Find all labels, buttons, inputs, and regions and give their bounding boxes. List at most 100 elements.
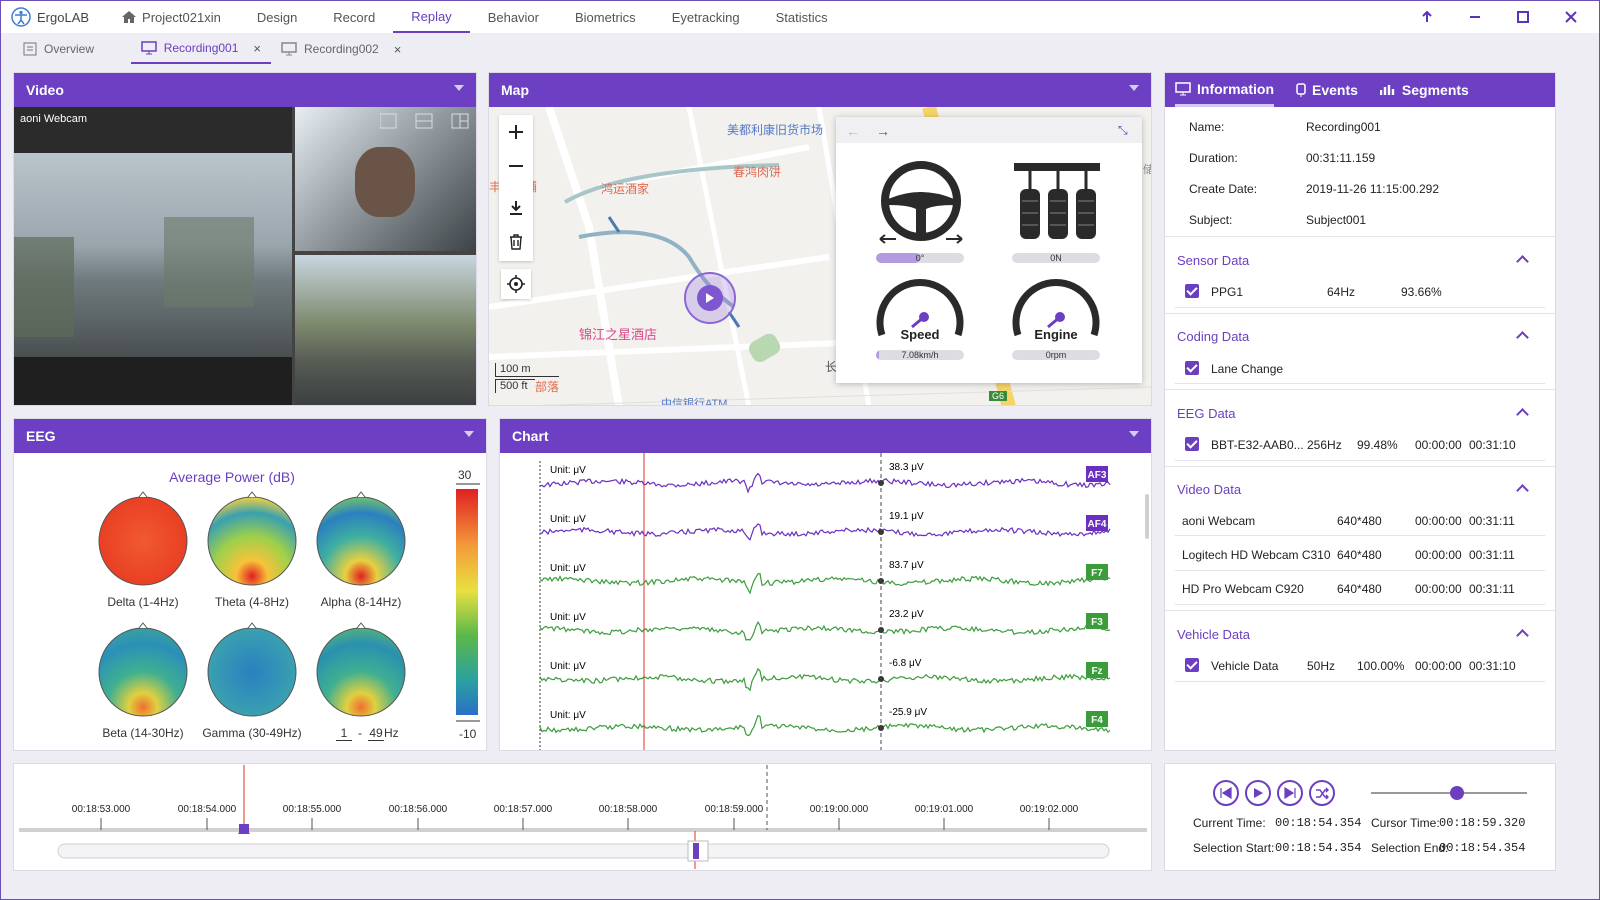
coding-name: Lane Change (1211, 362, 1284, 376)
collapse-icon[interactable] (1516, 629, 1529, 642)
volume-knob[interactable] (1449, 786, 1464, 800)
driver-camera-view[interactable] (295, 107, 476, 251)
pedals-icon (1014, 163, 1100, 239)
loop-button[interactable] (1309, 780, 1335, 806)
timeline-tick: 00:18:58.000 (598, 804, 658, 815)
main-camera-view[interactable]: aoni Webcam (14, 107, 292, 405)
minus-icon (509, 165, 523, 167)
panel-menu-icon[interactable] (1129, 431, 1139, 437)
scale-min: -10 (459, 727, 477, 741)
field-subject-value: Subject001 (1306, 213, 1367, 227)
waveform-f3 (539, 620, 1111, 641)
section-eeg-data[interactable]: EEG Data (1177, 406, 1236, 421)
maximize-button[interactable] (1503, 1, 1543, 33)
nav-replay[interactable]: Replay (393, 1, 470, 33)
step-back-icon (1220, 787, 1232, 799)
close-icon (1565, 11, 1577, 23)
timeline-tick: 00:18:57.000 (493, 804, 553, 815)
tab-recording001[interactable]: Recording001 × (131, 34, 271, 64)
collapse-icon[interactable] (1516, 484, 1529, 497)
sensor-checkbox[interactable] (1185, 284, 1199, 298)
tab-events[interactable]: Events (1296, 73, 1358, 107)
panel-menu-icon[interactable] (1129, 85, 1139, 91)
eeg-panel-header: EEG (14, 419, 486, 453)
locate-button[interactable] (501, 269, 531, 299)
unit-label: Unit: μV (550, 465, 586, 476)
camera-label: aoni Webcam (20, 113, 88, 125)
upload-button[interactable] (1407, 1, 1447, 33)
step-forward-button[interactable] (1277, 780, 1303, 806)
tab-overview[interactable]: Overview (13, 34, 104, 64)
channel-label: AF3 (1088, 470, 1107, 481)
collapse-icon[interactable] (1516, 331, 1529, 344)
topomap-alpha (316, 491, 406, 586)
speedometer-icon (876, 279, 964, 337)
band-to-input[interactable]: 49 (368, 726, 384, 741)
section-sensor-data[interactable]: Sensor Data (1177, 253, 1250, 268)
section-coding-data[interactable]: Coding Data (1177, 329, 1250, 344)
waveform-f7 (539, 572, 1111, 595)
map-label-atm: 中信银行ATM (661, 398, 728, 406)
timeline-tick: 00:18:53.000 (71, 804, 131, 815)
project-button[interactable]: Project021xin (103, 1, 239, 33)
minimize-button[interactable] (1455, 1, 1495, 33)
play-icon (1254, 788, 1263, 798)
close-tab-icon[interactable]: × (253, 40, 261, 56)
eeg-checkbox[interactable] (1185, 437, 1199, 451)
topomaps (98, 483, 480, 722)
panel-menu-icon[interactable] (464, 431, 474, 437)
next-arrow-icon[interactable]: → (876, 123, 890, 139)
prev-arrow-icon[interactable]: ← (846, 123, 860, 139)
topomap-label: Delta (1-4Hz) (107, 595, 179, 609)
map-roads (489, 107, 1151, 405)
timeline-tick: 00:18:59.000 (704, 804, 764, 815)
coding-checkbox[interactable] (1185, 361, 1199, 375)
vehicle-checkbox[interactable] (1185, 658, 1199, 672)
playhead-handle[interactable] (227, 813, 261, 839)
panel-menu-icon[interactable] (454, 85, 464, 91)
video-panel: Video aoni Webcam (13, 72, 477, 406)
zoom-out-button[interactable] (501, 151, 531, 181)
band-from-input[interactable]: 1 (336, 726, 352, 741)
step-back-button[interactable] (1213, 780, 1239, 806)
topomap-label: Beta (14-30Hz) (102, 726, 184, 740)
nav-statistics[interactable]: Statistics (775, 9, 828, 25)
road-camera-view[interactable] (295, 255, 476, 405)
overview-scrollbar[interactable] (58, 842, 1109, 860)
nav-design[interactable]: Design (256, 9, 298, 25)
waveform-af3 (539, 472, 1111, 494)
collapse-icon[interactable]: ⤡ (1118, 123, 1128, 137)
tab-segments[interactable]: Segments (1379, 73, 1469, 107)
download-button[interactable] (501, 193, 531, 223)
tab-information[interactable]: Information (1175, 73, 1274, 107)
chart-scrollbar[interactable] (1145, 494, 1149, 539)
volume-slider[interactable] (1371, 792, 1527, 794)
vehicle-start: 00:00:00 (1415, 659, 1462, 673)
delete-button[interactable] (501, 227, 531, 257)
nav-biometrics[interactable]: Biometrics (575, 9, 636, 25)
close-window-button[interactable] (1551, 1, 1591, 33)
layout-icons[interactable] (380, 113, 472, 131)
nav-eyetracking[interactable]: Eyetracking (671, 9, 740, 25)
band-unit: Hz (384, 726, 399, 740)
close-tab-icon[interactable]: × (393, 41, 402, 57)
eeg-waveform-chart[interactable]: Unit: μV 38.3 μV AF3 Unit: μV 19.1 μV AF4 Unit… (500, 453, 1152, 751)
scrollbar-thumb[interactable] (685, 839, 711, 863)
tab-recording002[interactable]: Recording002 × (271, 34, 411, 64)
events-icon (1296, 83, 1306, 97)
zoom-in-button[interactable] (501, 117, 531, 147)
nav-record[interactable]: Record (333, 9, 376, 25)
nav-behavior[interactable]: Behavior (487, 9, 539, 25)
eeg-device-name: BBT-E32-AAB0... (1211, 438, 1304, 452)
segments-icon (1379, 85, 1395, 95)
section-vehicle-data[interactable]: Vehicle Data (1177, 627, 1250, 642)
map-canvas[interactable]: 美都利康旧货市场 丰包子铺 鸿运酒家 春鸿肉饼 锦江之星酒店 中信银行ATM 部… (489, 107, 1151, 406)
play-button[interactable] (1245, 780, 1271, 806)
timeline-tick: 00:18:55.000 (282, 804, 342, 815)
unit-label: Unit: μV (550, 563, 586, 574)
section-video-data[interactable]: Video Data (1177, 482, 1242, 497)
channel-label: Fz (1091, 666, 1102, 677)
collapse-icon[interactable] (1516, 408, 1529, 421)
collapse-icon[interactable] (1516, 255, 1529, 268)
video-row-end: 00:31:11 (1469, 548, 1515, 562)
